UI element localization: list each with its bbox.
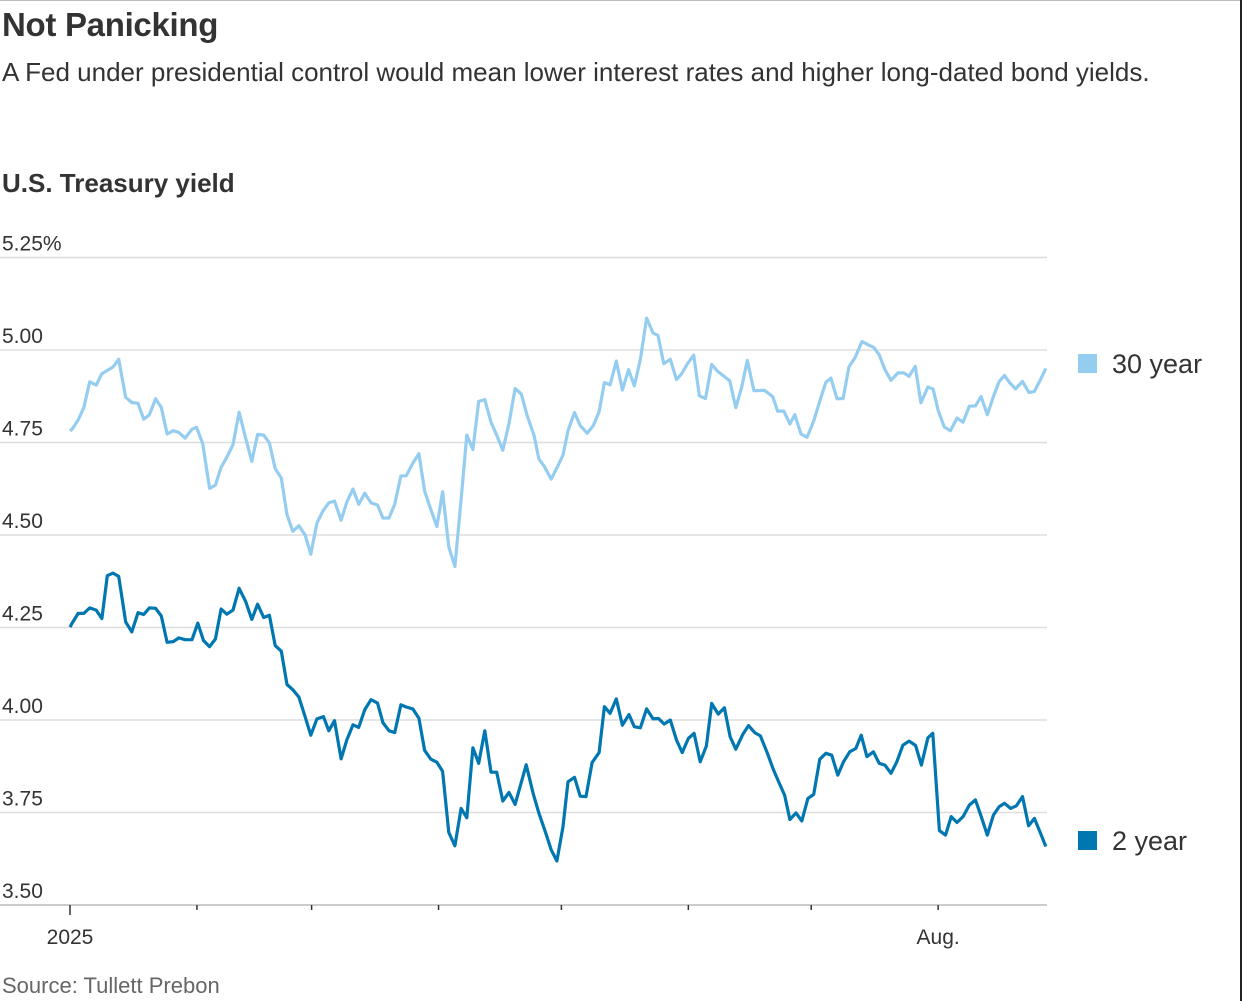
legend-item-30-year: 30 year [1078, 349, 1202, 379]
legend-swatch [1078, 831, 1097, 850]
legend-label: 2 year [1112, 826, 1187, 856]
y-tick-label: 3.50 [2, 880, 43, 903]
legend: 30 year 2 year [1078, 349, 1202, 856]
chart-headline: Not Panicking [2, 6, 219, 43]
x-tick-label: 2025 [47, 926, 94, 949]
frame-border-right [1240, 0, 1242, 1001]
chart-subtitle: A Fed under presidential control would m… [2, 57, 1150, 87]
gridlines [0, 256, 1047, 814]
y-tick-label: 5.00 [2, 325, 43, 348]
y-tick-label: 3.75 [2, 788, 43, 811]
legend-label: 30 year [1112, 349, 1202, 379]
legend-swatch [1078, 354, 1097, 373]
y-tick-label: 4.25 [2, 603, 43, 626]
series-lines [68, 316, 1048, 863]
chart-title: U.S. Treasury yield [2, 168, 235, 198]
y-axis-labels: 5.25% 5.00 4.75 4.50 4.25 4.00 3.75 3.50 [2, 233, 62, 904]
y-tick-label: 4.50 [2, 510, 43, 533]
legend-item-2-year: 2 year [1078, 826, 1187, 856]
y-tick-label: 4.00 [2, 695, 43, 718]
x-tick-label: Aug. [917, 926, 960, 949]
series-line-2-year [68, 571, 1048, 863]
y-tick-label: 4.75 [2, 418, 43, 441]
frame-border-top [0, 0, 1242, 1]
y-tick-label: 5.25% [2, 233, 62, 256]
source-note: Source: Tullett Prebon [2, 973, 220, 998]
series-line-30-year [68, 316, 1048, 569]
x-axis: 2025 Aug. [0, 904, 1047, 949]
